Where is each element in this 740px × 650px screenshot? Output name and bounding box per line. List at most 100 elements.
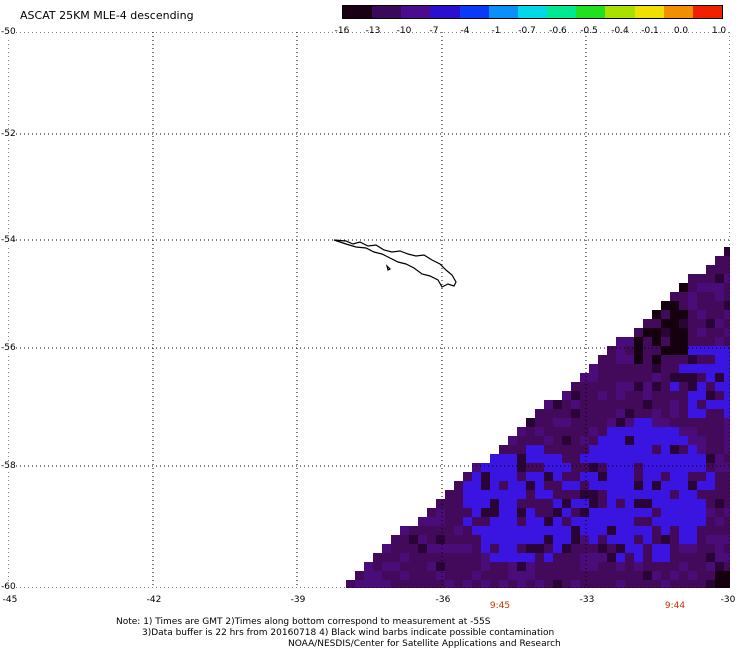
wind-cell — [580, 499, 589, 508]
wind-cell — [598, 436, 607, 445]
wind-cell — [661, 553, 670, 562]
color-swatch-8 — [547, 6, 577, 18]
wind-cell — [481, 562, 490, 571]
wind-cell — [679, 436, 688, 445]
wind-cell — [661, 409, 670, 418]
wind-cell — [706, 400, 715, 409]
wind-cell — [697, 400, 706, 409]
wind-cell — [607, 553, 616, 562]
wind-cell — [535, 508, 544, 517]
wind-cell — [697, 499, 706, 508]
wind-cell — [670, 535, 679, 544]
wind-cell — [625, 481, 634, 490]
wind-cell — [625, 490, 634, 499]
scale-label: -1 — [491, 26, 501, 36]
wind-cell — [346, 580, 355, 588]
wind-cell — [625, 337, 634, 346]
wind-cell — [688, 499, 697, 508]
wind-cell — [688, 553, 697, 562]
wind-cell — [454, 499, 463, 508]
wind-cell — [553, 490, 562, 499]
wind-cell — [634, 553, 643, 562]
wind-cell — [643, 481, 652, 490]
wind-cell — [445, 553, 454, 562]
wind-cell — [508, 499, 517, 508]
wind-cell — [706, 283, 715, 292]
wind-cell — [706, 499, 715, 508]
wind-cell — [580, 535, 589, 544]
wind-cell — [634, 463, 643, 472]
wind-cell — [652, 364, 661, 373]
wind-cell — [670, 364, 679, 373]
wind-cell — [724, 472, 730, 481]
wind-cell — [562, 553, 571, 562]
wind-cell — [634, 427, 643, 436]
wind-cell — [679, 310, 688, 319]
scale-label: -16 — [334, 26, 350, 36]
wind-cell — [427, 580, 436, 588]
wind-cell — [517, 562, 526, 571]
wind-cell — [679, 418, 688, 427]
wind-cell — [661, 517, 670, 526]
wind-cell — [580, 472, 589, 481]
wind-cell — [508, 508, 517, 517]
wind-cell — [562, 481, 571, 490]
wind-cell — [652, 544, 661, 553]
wind-cell — [391, 553, 400, 562]
wind-cell — [553, 463, 562, 472]
wind-cell — [706, 562, 715, 571]
wind-cell — [643, 427, 652, 436]
wind-cell — [661, 481, 670, 490]
wind-cell — [724, 355, 730, 364]
wind-cell — [616, 400, 625, 409]
wind-cell — [589, 508, 598, 517]
wind-cell — [616, 436, 625, 445]
wind-cell — [625, 400, 634, 409]
wind-cell — [643, 391, 652, 400]
wind-cell — [625, 472, 634, 481]
wind-cell — [598, 553, 607, 562]
wind-cell — [517, 499, 526, 508]
color-scale-bar — [342, 5, 723, 19]
wind-cell — [472, 535, 481, 544]
wind-cell — [616, 337, 625, 346]
wind-cell — [580, 382, 589, 391]
wind-cell — [688, 490, 697, 499]
map-plot-area — [8, 32, 730, 588]
wind-cell — [463, 571, 472, 580]
wind-cell — [589, 463, 598, 472]
wind-cell — [697, 283, 706, 292]
wind-cell — [571, 508, 580, 517]
wind-cell — [544, 544, 553, 553]
wind-cell — [661, 562, 670, 571]
wind-cell — [508, 454, 517, 463]
wind-cell — [589, 409, 598, 418]
wind-cell — [697, 445, 706, 454]
wind-cell — [706, 553, 715, 562]
wind-cell — [400, 571, 409, 580]
wind-cell — [508, 436, 517, 445]
wind-cell — [670, 436, 679, 445]
wind-cell — [715, 544, 724, 553]
wind-cell — [670, 328, 679, 337]
wind-cell — [409, 553, 418, 562]
wind-swath — [346, 247, 730, 588]
wind-cell — [571, 526, 580, 535]
wind-cell — [436, 508, 445, 517]
wind-cell — [535, 427, 544, 436]
wind-cell — [607, 445, 616, 454]
wind-cell — [724, 562, 730, 571]
wind-cell — [688, 436, 697, 445]
wind-cell — [571, 454, 580, 463]
wind-cell — [706, 265, 715, 274]
wind-cell — [463, 481, 472, 490]
wind-cell — [706, 346, 715, 355]
wind-cell — [652, 445, 661, 454]
wind-cell — [697, 571, 706, 580]
wind-cell — [499, 544, 508, 553]
wind-cell — [634, 562, 643, 571]
wind-cell — [697, 526, 706, 535]
wind-cell — [652, 409, 661, 418]
wind-cell — [661, 346, 670, 355]
wind-cell — [535, 409, 544, 418]
